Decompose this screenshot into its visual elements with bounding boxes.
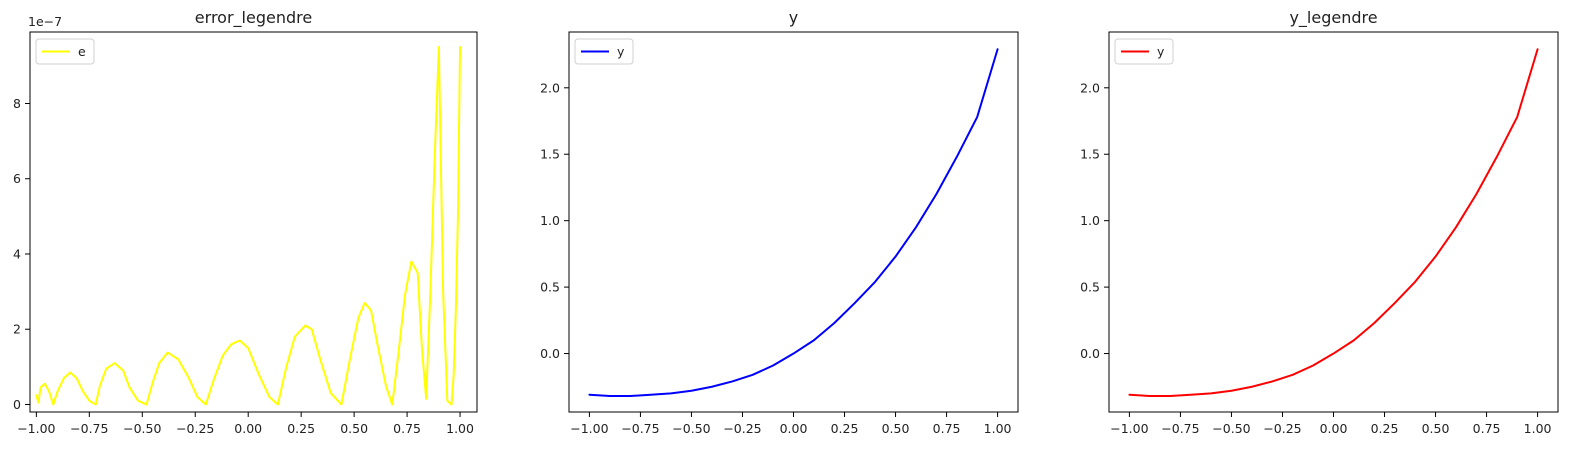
x-tick-label: −0.75	[1161, 421, 1199, 436]
series-line-y	[1128, 48, 1539, 398]
x-tick-label: 0.25	[1371, 421, 1399, 436]
y-tick-label: 0.0	[540, 346, 560, 361]
series-line-e	[35, 46, 462, 406]
y-tick-label: 6	[13, 171, 21, 186]
legend-label: e	[78, 44, 86, 59]
chart-title: y	[789, 8, 798, 27]
y-tick-label: 0.5	[1080, 280, 1100, 295]
x-tick-label: 0.00	[1320, 421, 1348, 436]
y-tick-label: 4	[13, 246, 21, 261]
legend: y	[574, 38, 634, 65]
x-tick-label: −0.25	[1263, 421, 1301, 436]
y-tick-label: 1.0	[1080, 213, 1100, 228]
y-tick-label: 1.0	[540, 213, 560, 228]
x-tick-label: 0.75	[393, 421, 421, 436]
x-tick-label: −0.75	[621, 421, 659, 436]
chart-title: error_legendre	[195, 8, 312, 28]
x-tick-label: −1.00	[570, 421, 608, 436]
chart-title: y_legendre	[1289, 8, 1377, 28]
x-tick-label: 0.00	[780, 421, 808, 436]
legend-label: y	[617, 44, 625, 59]
y-tick-label: 2.0	[1080, 80, 1100, 95]
axes-frame	[1108, 31, 1559, 413]
x-tick-label: −1.00	[17, 421, 55, 436]
x-tick-label: 0.50	[882, 421, 910, 436]
y-offset-label: 1e−7	[28, 14, 62, 29]
x-tick-label: −0.50	[1212, 421, 1250, 436]
y-tick-label: 2.0	[540, 80, 560, 95]
chart-y-legendre: −1.00 −0.75 −0.50 −0.25 0.00 0.25 0.50 0.75 1.00…	[1080, 8, 1559, 436]
x-tick-label: 0.50	[1422, 421, 1450, 436]
axes-frame	[29, 31, 478, 413]
x-tick-label: 0.00	[234, 421, 262, 436]
y-tick-label: 0.5	[540, 280, 560, 295]
x-tick-label: 1.00	[1524, 421, 1552, 436]
x-tick-label: −0.25	[176, 421, 214, 436]
x-tick-label: 1.00	[446, 421, 474, 436]
y-tick-label: 0.0	[1080, 346, 1100, 361]
y-tick-label: 1.5	[1080, 147, 1100, 162]
chart-error-legendre: −1.00 −0.75 −0.50 −0.25 0.00 0.25 0.50 0.75 1.00…	[13, 8, 478, 436]
x-tick-label: −0.50	[672, 421, 710, 436]
x-tick-label: 0.25	[831, 421, 859, 436]
y-tick-label: 2	[13, 322, 21, 337]
x-tick-label: −0.50	[123, 421, 161, 436]
x-tick-label: −1.00	[1110, 421, 1148, 436]
legend: y	[1114, 38, 1174, 65]
y-tick-label: 0	[13, 397, 21, 412]
x-tick-label: −0.25	[723, 421, 761, 436]
x-tick-label: 0.75	[1473, 421, 1501, 436]
x-tick-label: 0.50	[340, 421, 368, 436]
x-tick-label: 0.25	[287, 421, 315, 436]
x-tick-label: 0.75	[933, 421, 961, 436]
axes-frame	[568, 31, 1019, 413]
series-line-y	[588, 48, 999, 398]
x-tick-label: 1.00	[984, 421, 1012, 436]
x-tick-label: −0.75	[70, 421, 108, 436]
legend-label: y	[1157, 44, 1165, 59]
chart-y: −1.00 −0.75 −0.50 −0.25 0.00 0.25 0.50 0.75 1.00…	[540, 8, 1019, 436]
legend: e	[35, 38, 95, 65]
y-tick-label: 8	[13, 96, 21, 111]
y-tick-label: 1.5	[540, 147, 560, 162]
